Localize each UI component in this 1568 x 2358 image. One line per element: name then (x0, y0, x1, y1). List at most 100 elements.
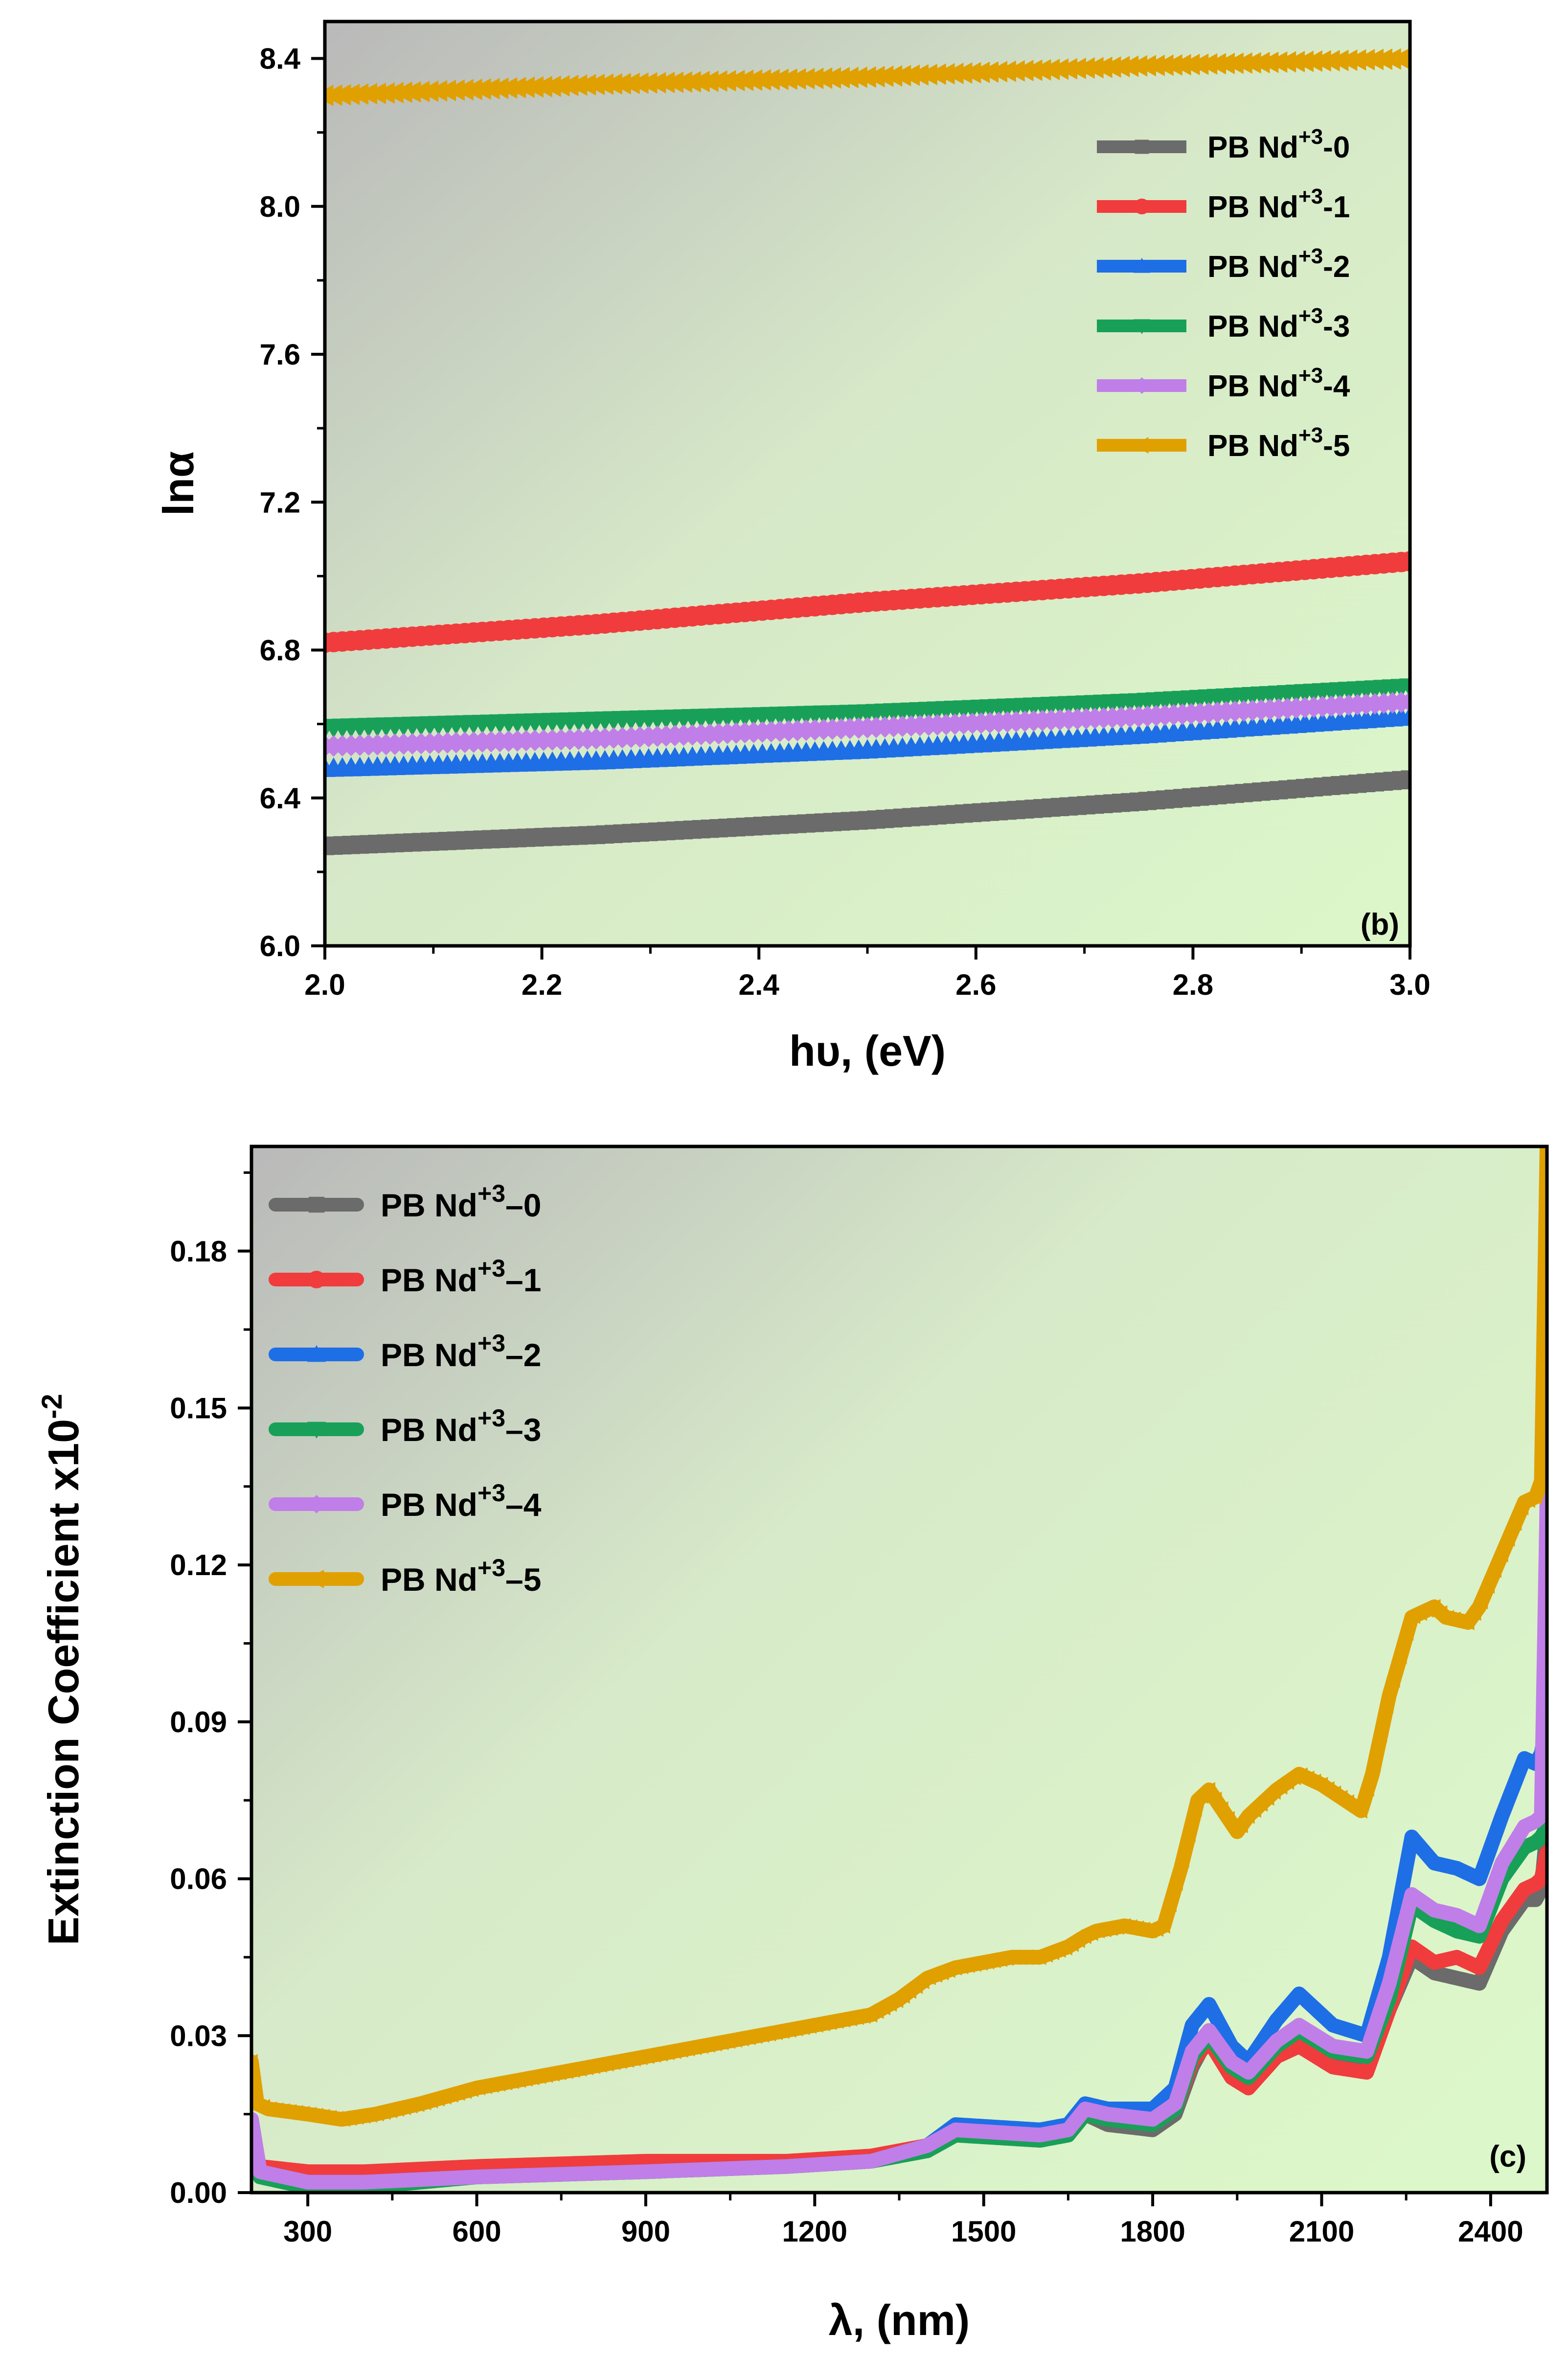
data-point (714, 2034, 729, 2050)
y-tick-label: 0.06 (170, 1863, 227, 1896)
legend-marker (307, 1345, 326, 1362)
legend-label-main: PB Nd (381, 1262, 477, 1298)
y-tick-label: 7.2 (260, 486, 300, 519)
legend-item-c-1: PB Nd+3–1 (269, 1255, 541, 1298)
panel-label-c: (c) (1489, 2140, 1526, 2174)
data-point (505, 2073, 520, 2089)
data-point (464, 2081, 479, 2097)
data-point (1474, 1594, 1488, 1610)
data-point (1207, 1791, 1222, 1808)
data-point (1514, 1499, 1529, 1515)
data-point (782, 2022, 796, 2038)
legend-item-b-3: PB Nd+3-3 (1097, 304, 1350, 343)
legend-label-suffix: -5 (1323, 429, 1350, 463)
legend-marker (1134, 198, 1150, 215)
y-axis-title-c-main: Extinction Coefficient x10 (39, 1419, 88, 1946)
data-point (1487, 1562, 1501, 1578)
data-point (1467, 1605, 1481, 1621)
data-point (316, 2108, 330, 2125)
x-tick-label: 2.0 (304, 968, 345, 1001)
series-b-3 (325, 678, 1410, 739)
legend-label-main: PB Nd (1207, 369, 1298, 403)
legend-label-sup: +3 (1298, 244, 1323, 268)
x-tick-label: 2.2 (522, 968, 562, 1001)
legend-label-main: PB Nd (381, 1337, 477, 1373)
ticks-c (238, 1171, 1492, 2206)
data-point (728, 2032, 742, 2048)
data-point (606, 2055, 621, 2071)
legend-marker (1134, 437, 1149, 454)
data-point (1386, 1672, 1400, 1688)
y-tick-label: 0.18 (170, 1235, 227, 1268)
data-point (1440, 1610, 1454, 1626)
x-tick-label: 1200 (782, 2215, 847, 2248)
x-tick-label: 600 (452, 2215, 501, 2248)
data-point (626, 2051, 641, 2067)
data-point (1116, 1918, 1131, 1934)
legend-label: PB Nd+3-5 (1207, 423, 1350, 463)
data-point (263, 2101, 277, 2117)
data-point (383, 2103, 398, 2119)
y-axis-title-c: Extinction Coefficient x10-2 (36, 1394, 88, 1945)
series-c-4 (251, 1489, 1547, 2190)
data-point (802, 2018, 817, 2034)
data-point (822, 2014, 837, 2030)
data-point (1533, 1473, 1547, 1489)
data-point (586, 2058, 600, 2074)
data-point (967, 1956, 981, 1972)
data-point (986, 1952, 1001, 1969)
legend-label-main: PB Nd (381, 1561, 477, 1598)
data-point (484, 2077, 499, 2093)
data-point (769, 2024, 783, 2040)
data-point (948, 1960, 962, 1976)
legend-label-suffix: -1 (1323, 190, 1350, 224)
x-tick-label: 2100 (1289, 2215, 1354, 2248)
legend-label-sup: +3 (1298, 125, 1323, 149)
y-tick-label: 7.6 (260, 338, 300, 371)
legend-item-c-0: PB Nd+3–0 (269, 1180, 541, 1223)
y-tick-label: 0.09 (170, 1706, 227, 1739)
data-point (1399, 1625, 1414, 1641)
data-point (1194, 1788, 1209, 1804)
data-point (1447, 1611, 1461, 1627)
data-point (660, 2044, 675, 2060)
data-point (633, 2049, 648, 2065)
data-point (1169, 1875, 1183, 1891)
data-point (1000, 1950, 1014, 1966)
data-point (559, 2063, 573, 2079)
legend-label-suffix: –3 (505, 1412, 541, 1448)
legend-label-sup: +3 (1298, 364, 1323, 388)
x-axis-title-b: hυ, (eV) (789, 1027, 946, 1075)
chart-panel-c: 300 600 900 1200 1500 1800 2100 2400 0.000.030.… (36, 1145, 1549, 2344)
data-point (498, 2075, 513, 2091)
data-point (477, 2078, 492, 2094)
data-point (1201, 1782, 1216, 1798)
y-tick-labels-c: 0.00 0.03 0.06 0.09 0.12 0.15 0.18 (170, 1235, 227, 2209)
data-point (471, 2080, 485, 2096)
series-line (251, 1489, 1547, 2190)
data-point (1233, 1817, 1248, 1833)
legend-label-sup: +3 (477, 1479, 505, 1507)
data-point (809, 2017, 823, 2033)
legend-label-sup: +3 (477, 1180, 505, 1207)
data-point (1162, 1896, 1177, 1912)
legend-item-b-0: PB Nd+3-0 (1097, 125, 1350, 164)
x-tick-label: 1500 (951, 2215, 1016, 2248)
legend-label-main: PB Nd (1207, 429, 1298, 463)
data-point (525, 2069, 540, 2085)
x-tick-label: 1800 (1120, 2215, 1185, 2248)
legend-label-suffix: -2 (1323, 250, 1350, 284)
legend-label-suffix: -4 (1323, 369, 1350, 403)
data-point (592, 2057, 607, 2073)
data-point (613, 2053, 628, 2069)
y-tick-label: 6.0 (260, 930, 300, 962)
data-point (1123, 1919, 1137, 1935)
data-point (390, 2101, 405, 2117)
legend-item-b-4: PB Nd+3-4 (1097, 364, 1350, 403)
data-point (336, 2111, 350, 2127)
data-point (856, 2008, 871, 2024)
data-point (1399, 678, 1410, 698)
legend-label: PB Nd+3–5 (381, 1554, 541, 1598)
data-point (1379, 1697, 1394, 1714)
